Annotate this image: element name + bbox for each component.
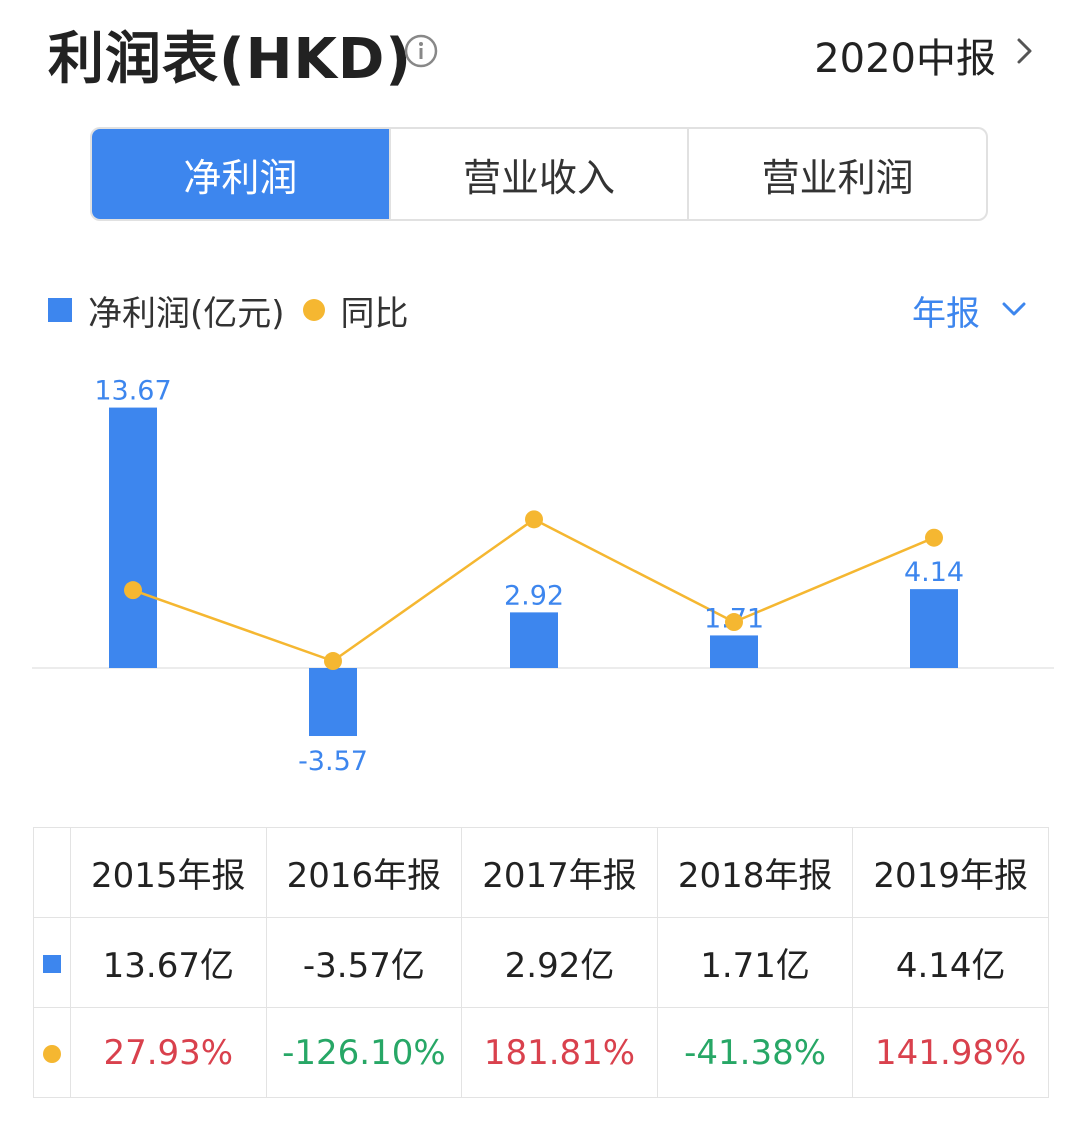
table-corner-cell [33, 827, 71, 918]
metric-tabs: 净利润 营业收入 营业利润 [90, 127, 988, 221]
table-value-cell: 2.92亿 [461, 917, 658, 1008]
tab-revenue[interactable]: 营业收入 [388, 129, 688, 219]
table-yoy-cell: 141.98% [852, 1007, 1049, 1098]
tab-operating-profit[interactable]: 营业利润 [687, 129, 986, 219]
legend-bar-marker [48, 298, 72, 322]
yoy-marker [43, 1045, 61, 1063]
info-icon[interactable] [404, 34, 438, 68]
table-value-cell: -3.57亿 [265, 917, 463, 1008]
yoy-point [725, 613, 743, 632]
legend-line-marker [302, 299, 325, 321]
legend-bar-label: 净利润(亿元) [88, 293, 285, 334]
table-year-cell: 2019年报 [852, 827, 1049, 918]
table-year-cell: 2017年报 [461, 827, 658, 918]
tab-net-profit[interactable]: 净利润 [92, 129, 389, 219]
bar-data-label: 13.67 [94, 376, 171, 407]
table-row-marker-cell [33, 917, 71, 1008]
table-row-net-profit: 13.67亿 -3.57亿 2.92亿 1.71亿 4.14亿 [33, 917, 1049, 1008]
bar-data-label: -3.57 [298, 746, 368, 777]
bar-data-label: 4.14 [904, 557, 964, 588]
table-yoy-cell: 27.93% [70, 1007, 267, 1098]
frequency-selector[interactable]: 年报 [912, 294, 980, 334]
table-value-cell: 13.67亿 [70, 917, 267, 1008]
legend-line-label: 同比 [340, 293, 409, 334]
net-profit-chart: 13.67-3.572.921.714.14 [32, 376, 1054, 777]
page-title: 利润表(HKD) [48, 27, 412, 92]
header: 利润表(HKD) 2020中报 [0, 0, 1080, 100]
table-year-cell: 2015年报 [70, 827, 267, 918]
data-table: 2015年报 2016年报 2017年报 2018年报 2019年报 13.67… [33, 827, 1049, 1098]
table-row-marker-cell [33, 1007, 71, 1098]
net-profit-marker [43, 955, 61, 973]
yoy-point [324, 652, 342, 671]
bar [510, 612, 558, 668]
table-value-cell: 1.71亿 [656, 917, 854, 1008]
table-year-cell: 2016年报 [265, 827, 463, 918]
bar [109, 407, 157, 668]
table-yoy-cell: -126.10% [265, 1007, 463, 1098]
report-period-selector[interactable]: 2020中报 [814, 36, 996, 82]
yoy-point [925, 528, 943, 547]
yoy-point [124, 581, 142, 600]
table-row-yoy: 27.93% -126.10% 181.81% -41.38% 141.98% [33, 1007, 1049, 1098]
bar [309, 668, 357, 737]
chart-legend: 净利润(亿元) 同比 [48, 288, 409, 334]
table-yoy-cell: 181.81% [461, 1007, 658, 1098]
table-year-cell: 2018年报 [656, 827, 854, 918]
table-row-years: 2015年报 2016年报 2017年报 2018年报 2019年报 [33, 827, 1049, 918]
bar [710, 635, 758, 668]
bar-data-label: 2.92 [504, 580, 564, 611]
table-value-cell: 4.14亿 [852, 917, 1049, 1008]
table-yoy-cell: -41.38% [656, 1007, 854, 1098]
chevron-right-icon[interactable] [1014, 34, 1036, 68]
chevron-down-icon[interactable] [1000, 298, 1028, 320]
yoy-point [525, 510, 543, 529]
bar [910, 589, 958, 668]
